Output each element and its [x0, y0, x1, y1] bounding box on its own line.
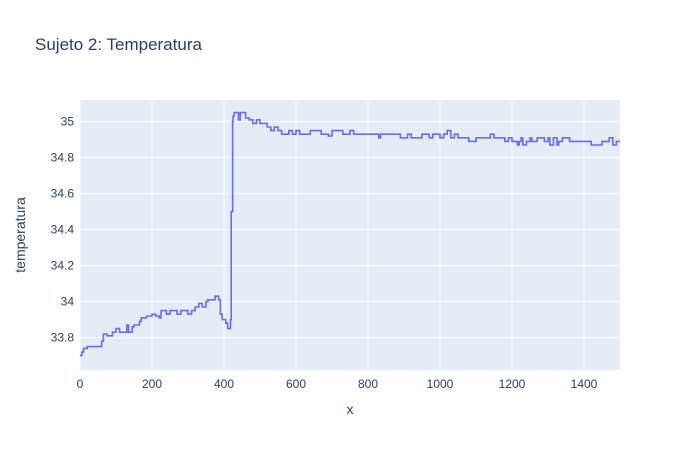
y-tick-label: 34 [61, 295, 75, 309]
x-tick-label: 600 [286, 377, 306, 391]
y-tick-label: 34.6 [51, 187, 75, 201]
x-tick-label: 800 [358, 377, 378, 391]
series-line [80, 111, 620, 357]
chart-title: Sujeto 2: Temperatura [35, 35, 202, 54]
y-tick-label: 34.2 [51, 259, 75, 273]
x-tick-label: 1200 [499, 377, 526, 391]
y-tick-label: 34.8 [51, 151, 75, 165]
plot-area [80, 100, 620, 370]
x-tick-label: 1000 [427, 377, 454, 391]
tick-labels: 0 200 400 600 800 1000 1200 1400 33.8 34 34.2 34.4 3… [51, 115, 598, 391]
x-tick-label: 400 [214, 377, 234, 391]
y-tick-label: 34.4 [51, 223, 75, 237]
x-tick-label: 0 [77, 377, 84, 391]
grid-lines [79, 100, 620, 370]
x-tick-label: 1400 [571, 377, 598, 391]
y-axis-label: temperatura [12, 197, 28, 273]
series-layer [80, 111, 620, 357]
x-tick-label: 200 [142, 377, 162, 391]
y-tick-label: 35 [61, 115, 75, 129]
x-axis-label: x [347, 401, 354, 417]
y-tick-label: 33.8 [51, 331, 75, 345]
